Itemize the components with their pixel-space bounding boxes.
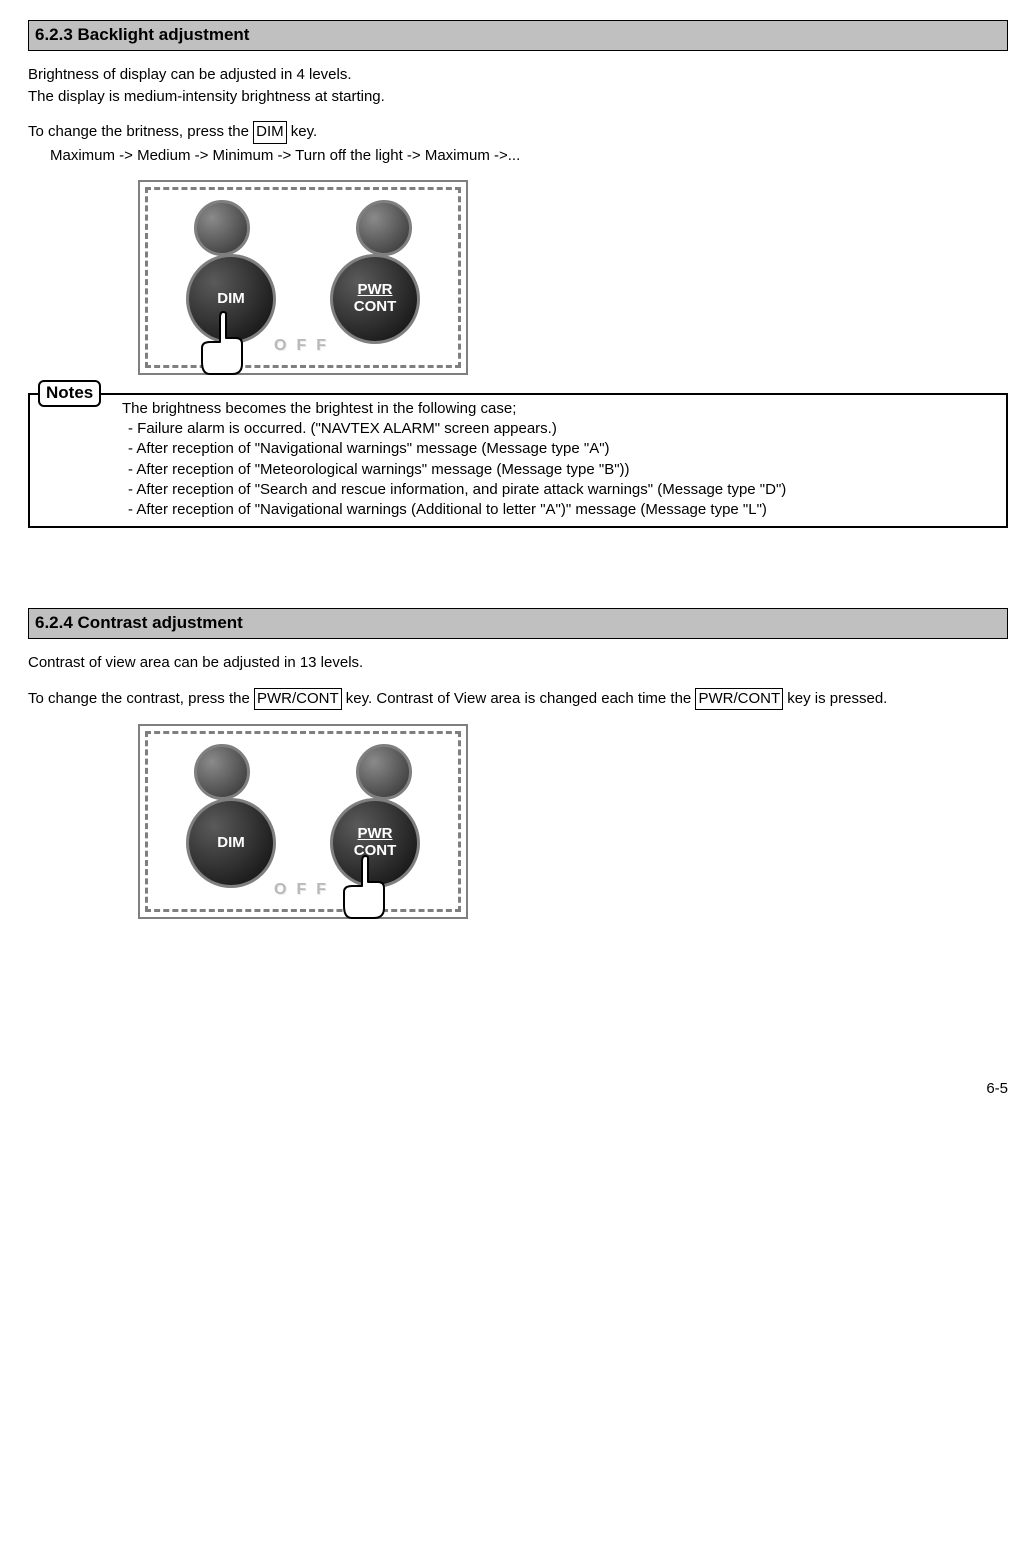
text-line: Contrast of view area can be adjusted in… — [28, 653, 1008, 673]
text-fragment: key is pressed. — [783, 690, 887, 707]
notes-box: Notes The brightness becomes the brighte… — [28, 393, 1008, 529]
panel-body: DIM PWR CONT OFF — [156, 196, 450, 359]
text-fragment: To change the britness, press the — [28, 123, 253, 140]
notes-item: - After reception of "Navigational warni… — [122, 500, 998, 520]
section-header-623: 6.2.3 Backlight adjustment — [28, 20, 1008, 51]
pwr-label-line2: CONT — [354, 299, 397, 316]
text-line: The display is medium-intensity brightne… — [28, 87, 1008, 107]
text-line: Brightness of display can be adjusted in… — [28, 65, 1008, 85]
pwr-label-line1: PWR — [358, 826, 393, 843]
knob-small-right — [356, 200, 412, 256]
text-fragment: To change the contrast, press the — [28, 690, 254, 707]
page-number: 6-5 — [28, 1079, 1008, 1099]
pointing-hand-icon — [338, 852, 398, 932]
panel-body: DIM PWR CONT OFF — [156, 740, 450, 903]
pwr-cont-button[interactable]: PWR CONT — [330, 254, 420, 344]
dim-button-label: DIM — [217, 835, 245, 852]
text-line: Maximum -> Medium -> Minimum -> Turn off… — [28, 146, 1008, 166]
panel-frame: DIM PWR CONT OFF — [138, 180, 468, 375]
notes-item: - After reception of "Search and rescue … — [122, 480, 998, 500]
panel-frame: DIM PWR CONT OFF — [138, 724, 468, 919]
knob-small-left — [194, 200, 250, 256]
text-line: To change the britness, press the DIM ke… — [28, 121, 1008, 143]
text-fragment: key. — [287, 123, 318, 140]
notes-intro: The brightness becomes the brightest in … — [122, 399, 998, 419]
pwr-label-line1: PWR — [358, 282, 393, 299]
dim-button[interactable]: DIM — [186, 798, 276, 888]
text-fragment: key. Contrast of View area is changed ea… — [342, 690, 696, 707]
text-line: To change the contrast, press the PWR/CO… — [28, 688, 1008, 710]
knob-small-left — [194, 744, 250, 800]
pwrcont-key-ref: PWR/CONT — [254, 688, 342, 710]
dim-button-label: DIM — [217, 291, 245, 308]
off-text: OFF — [274, 335, 336, 357]
device-panel-pwrcont: DIM PWR CONT OFF — [138, 724, 1008, 919]
notes-item: - After reception of "Meteorological war… — [122, 460, 998, 480]
notes-item: - After reception of "Navigational warni… — [122, 439, 998, 459]
off-text: OFF — [274, 879, 336, 901]
pwrcont-key-ref: PWR/CONT — [695, 688, 783, 710]
notes-item: - Failure alarm is occurred. ("NAVTEX AL… — [122, 419, 998, 439]
notes-label: Notes — [38, 380, 101, 407]
pointing-hand-icon — [196, 308, 256, 388]
knob-small-right — [356, 744, 412, 800]
section-header-624: 6.2.4 Contrast adjustment — [28, 608, 1008, 639]
device-panel-dim: DIM PWR CONT OFF — [138, 180, 1008, 375]
dim-key-ref: DIM — [253, 121, 287, 143]
